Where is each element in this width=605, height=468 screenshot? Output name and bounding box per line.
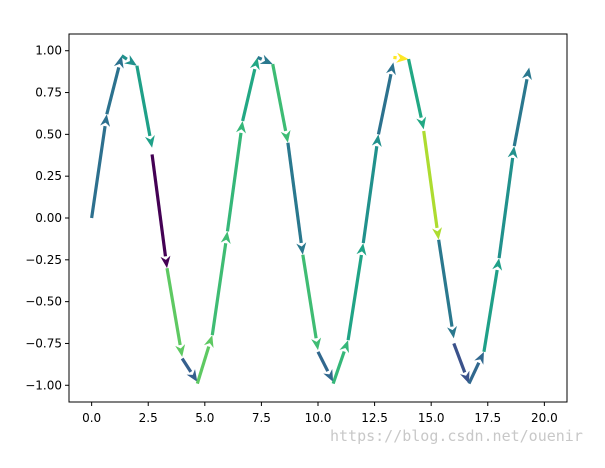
quiver-arrow-shaft bbox=[165, 267, 182, 346]
quiver-arrow-shaft bbox=[422, 130, 439, 229]
x-tick-label: 10.0 bbox=[305, 411, 332, 425]
quiver-arrow-shaft bbox=[437, 239, 454, 327]
y-tick-label: −0.50 bbox=[25, 295, 62, 309]
quiver-arrow-head bbox=[296, 242, 307, 255]
quiver-arrow-head bbox=[371, 134, 382, 147]
quiver-arrow-shaft bbox=[467, 361, 481, 385]
watermark-text: https://blog.csdn.net/ouenir bbox=[330, 427, 583, 445]
y-tick-label: −0.25 bbox=[25, 253, 62, 267]
quiver-arrow-head bbox=[203, 335, 214, 349]
x-tick-label: 0.0 bbox=[82, 411, 101, 425]
y-tick-label: −0.75 bbox=[25, 336, 62, 350]
y-tick-label: −1.00 bbox=[25, 378, 62, 392]
quiver-arrow-shaft bbox=[195, 346, 211, 385]
quiver-arrow-shaft bbox=[361, 146, 379, 244]
x-tick-label: 5.0 bbox=[195, 411, 214, 425]
quiver-arrow-shaft bbox=[150, 154, 168, 257]
quiver-arrow-head bbox=[339, 340, 349, 354]
x-tick-label: 7.5 bbox=[252, 411, 271, 425]
quiver-arrow-head bbox=[522, 67, 532, 81]
quiver-arrow-shaft bbox=[286, 142, 303, 244]
quiver-arrow-shaft bbox=[180, 357, 193, 373]
quiver-arrow-head bbox=[124, 54, 137, 66]
quiver-arrow-shaft bbox=[210, 243, 228, 336]
x-tick-label: 12.5 bbox=[361, 411, 388, 425]
quiver-arrow-shaft bbox=[256, 55, 263, 61]
quiver-arrow-shaft bbox=[90, 125, 107, 219]
quiver-arrow-shaft bbox=[497, 157, 515, 259]
quiver-arrow-shaft bbox=[241, 68, 257, 122]
quiver-arrow-shaft bbox=[376, 73, 393, 135]
quiver-arrow-shaft bbox=[301, 254, 318, 339]
y-tick-label: 0.50 bbox=[35, 127, 62, 141]
quiver-arrow-head bbox=[280, 129, 291, 143]
y-tick-label: 0.25 bbox=[35, 169, 62, 183]
quiver-arrow-head bbox=[507, 146, 518, 159]
quiver-arrow-head bbox=[113, 55, 124, 69]
quiver-arrow-shaft bbox=[512, 78, 529, 147]
y-tick-label: 0.75 bbox=[35, 86, 62, 100]
quiver-arrow-shaft bbox=[331, 350, 346, 385]
x-axis-ticks: 0.0 2.5 5.0 7.5 10.0 12.5 15.0 17.5 20.0 bbox=[82, 402, 558, 425]
y-tick-label: 0.00 bbox=[35, 211, 62, 225]
quiver-arrow-shaft bbox=[346, 254, 364, 341]
x-tick-label: 15.0 bbox=[418, 411, 445, 425]
quiver-arrow-head bbox=[160, 255, 171, 269]
quiver-arrow-shaft bbox=[482, 269, 499, 353]
quiver-arrow-shaft bbox=[120, 54, 128, 61]
quiver-arrow-head bbox=[100, 114, 111, 127]
quiver-arrow-head bbox=[386, 62, 396, 76]
quiver-arrow-head bbox=[220, 231, 231, 244]
quiver-arrow-shaft bbox=[105, 66, 121, 115]
quiver-arrow-head bbox=[492, 258, 503, 271]
quiver-arrow-head bbox=[460, 370, 470, 384]
x-tick-label: 2.5 bbox=[139, 411, 158, 425]
quiver-arrow-head bbox=[447, 325, 457, 339]
quiver-arrow-head bbox=[175, 344, 186, 357]
quiver-arrow-head bbox=[259, 54, 273, 65]
quiver-arrow-shaft bbox=[271, 63, 288, 132]
quiver-arrow-shaft bbox=[225, 132, 243, 232]
quiver-arrow-head bbox=[416, 116, 427, 130]
y-axis-ticks: 1.00 0.75 0.50 0.25 0.00 −0.25 −0.50 −0.75 −1.00 bbox=[25, 44, 69, 392]
quiver-arrow-shaft bbox=[316, 351, 330, 372]
quiver-arrow-head bbox=[474, 351, 484, 365]
y-tick-label: 1.00 bbox=[35, 44, 62, 58]
quiver-arrow-head bbox=[323, 368, 334, 382]
quiver-arrow-head bbox=[356, 243, 367, 256]
quiver-arrow-head bbox=[396, 52, 409, 63]
quiver-arrow-shaft bbox=[452, 342, 467, 373]
quiver-arrow-head bbox=[236, 120, 246, 134]
quiver-arrow-head bbox=[249, 57, 260, 71]
quiver-arrow-head bbox=[186, 369, 198, 382]
quiver-arrow-head bbox=[311, 337, 322, 351]
quiver-arrow-shaft bbox=[135, 65, 152, 137]
quiver-arrow-head bbox=[432, 227, 442, 240]
quiver-arrow-head bbox=[144, 135, 155, 148]
x-tick-label: 17.5 bbox=[474, 411, 501, 425]
x-tick-label: 20.0 bbox=[531, 411, 558, 425]
quiver-arrow-shaft bbox=[406, 58, 423, 118]
